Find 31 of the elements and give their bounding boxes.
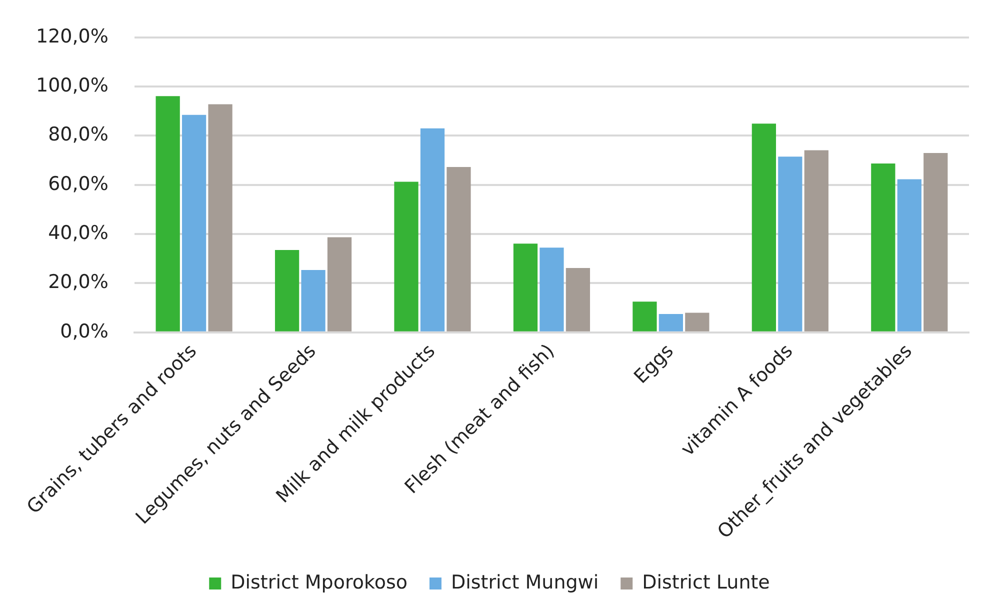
bar — [804, 150, 828, 332]
bar — [778, 156, 802, 332]
y-tick-label: 20,0% — [48, 271, 108, 294]
bar — [924, 152, 948, 332]
y-tick-label: 80,0% — [48, 124, 108, 146]
y-tick-label: 0,0% — [60, 320, 108, 342]
bar — [274, 250, 300, 332]
y-tick-label: 120,0% — [36, 25, 108, 48]
legend-label: District Lunte — [642, 571, 770, 594]
legend-label: District Mporokoso — [230, 571, 408, 594]
bar — [208, 104, 232, 332]
y-tick-label: 40,0% — [48, 222, 108, 244]
bar — [658, 314, 684, 332]
bar — [897, 179, 922, 332]
bar — [871, 164, 896, 332]
bar — [394, 182, 418, 332]
bar — [446, 166, 471, 332]
bar — [182, 114, 206, 332]
bar — [685, 312, 710, 332]
bar — [513, 244, 538, 332]
bar — [301, 270, 326, 332]
bar — [420, 128, 445, 332]
y-tick-label: 100,0% — [36, 74, 108, 97]
bar — [156, 96, 180, 332]
bar — [752, 124, 776, 332]
bar — [540, 248, 564, 332]
y-tick-label: 60,0% — [48, 172, 108, 195]
bar — [327, 237, 352, 332]
bar — [632, 302, 657, 332]
legend-label: District Mungwi — [450, 571, 599, 594]
bar — [566, 268, 590, 332]
